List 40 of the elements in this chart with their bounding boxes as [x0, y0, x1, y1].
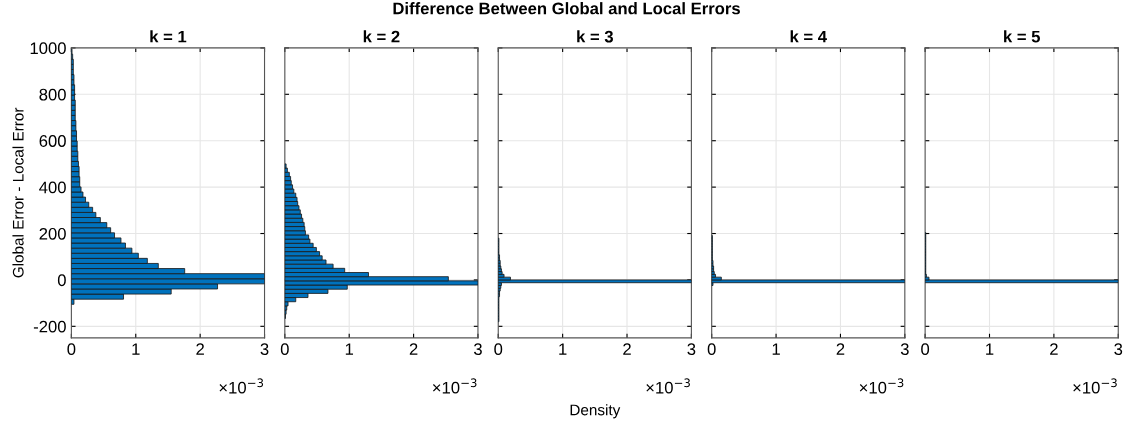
- x-tick-label: 3: [260, 343, 269, 356]
- y-axis-title: Global Error - Local Error: [12, 107, 24, 278]
- y-tick-label: 400: [39, 181, 66, 194]
- y-tick-label: 200: [39, 227, 66, 240]
- x-tick-label: 2: [836, 343, 845, 355]
- x-tick-label: 3: [473, 343, 482, 356]
- y-tick-label: 0: [57, 274, 66, 287]
- x-tick-label: 3: [687, 343, 696, 356]
- y-tick-label: 800: [39, 88, 66, 101]
- x-tick-label: 1: [559, 343, 567, 355]
- x-tick-label: 1: [986, 343, 994, 355]
- y-tick-label: 1000: [30, 42, 66, 55]
- x-tick-label: 0: [67, 343, 76, 356]
- x-tick-label: 0: [921, 343, 930, 356]
- y-tick-label: 600: [39, 135, 66, 147]
- chart-title: k = 1: [150, 30, 187, 43]
- chart-title: k = 2: [363, 30, 400, 43]
- chart-title: k = 3: [577, 30, 613, 43]
- x-tick-label: 2: [196, 343, 204, 355]
- x-tick-label: 1: [132, 343, 140, 355]
- text: ×10$^{−3}$: [646, 378, 690, 394]
- x-tick-label: 2: [409, 343, 418, 355]
- x-tick-label: 1: [345, 343, 354, 355]
- text: ×10$^{−3}$: [219, 378, 264, 394]
- x-tick-label: 2: [623, 343, 631, 355]
- chart-title: k = 5: [1004, 30, 1040, 43]
- x-tick-label: 1: [772, 343, 780, 355]
- x-tick-label: 0: [494, 343, 503, 356]
- x-tick-label: 0: [707, 343, 716, 356]
- chart-title: k = 4: [790, 30, 827, 43]
- text: ×10$^{−3}$: [859, 378, 904, 394]
- x-tick-label: 2: [1050, 343, 1058, 355]
- y-tick-label: -200: [33, 320, 66, 333]
- x-tick-label: 3: [900, 343, 909, 356]
- x-axis-title: Density: [570, 404, 621, 419]
- x-tick-label: 3: [1114, 343, 1123, 356]
- text: ×10$^{−3}$: [1073, 378, 1117, 394]
- x-tick-label: 0: [280, 343, 289, 356]
- text: ×10$^{−3}$: [432, 378, 477, 394]
- chart-subtitle: Difference Between Global and Local Errors: [393, 2, 740, 15]
